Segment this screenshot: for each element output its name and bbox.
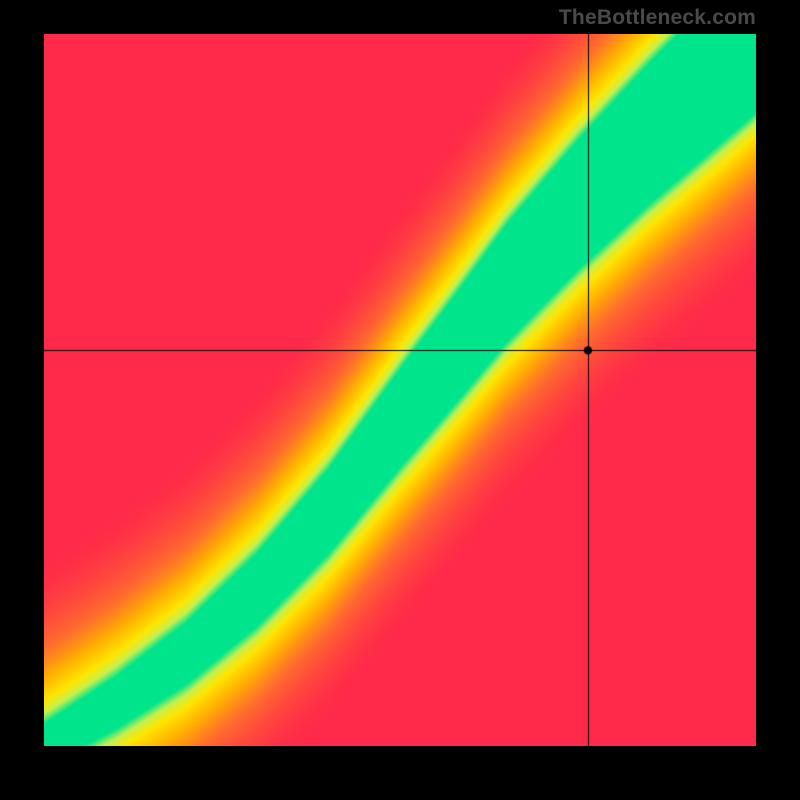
bottleneck-heatmap [44,34,756,746]
heatmap-canvas [44,34,756,746]
watermark-text: TheBottleneck.com [559,6,756,30]
chart-frame: TheBottleneck.com [0,0,800,800]
